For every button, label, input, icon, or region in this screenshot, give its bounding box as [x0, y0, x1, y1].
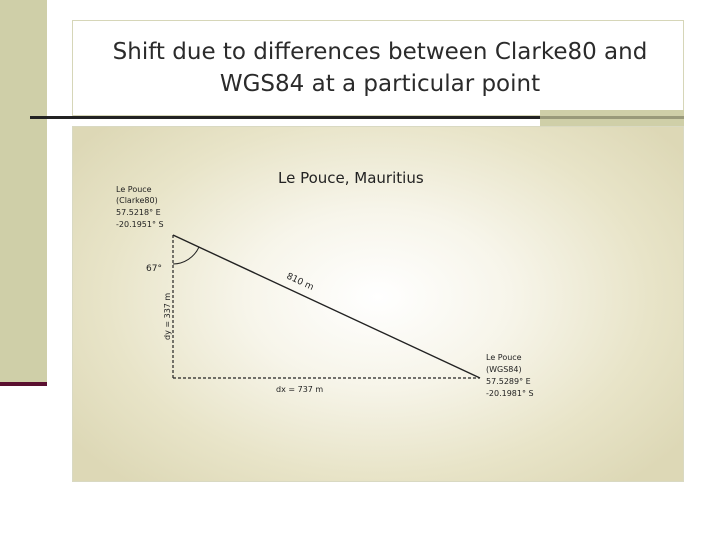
decorative-rule-dark	[30, 116, 540, 119]
angle-label: 67°	[146, 264, 162, 274]
diagram-heading: Le Pouce, Mauritius	[278, 169, 424, 187]
title-frame	[72, 20, 684, 116]
sidebar-accent-bar	[0, 382, 47, 386]
clarke80-name: Le Pouce	[116, 185, 152, 194]
shift-vector-line	[172, 234, 481, 379]
slide-title-line-2: WGS84 at a particular point	[219, 71, 541, 97]
clarke80-datum: (Clarke80)	[116, 196, 158, 205]
decorative-rule-light	[540, 116, 684, 119]
wgs84-datum: (WGS84)	[486, 365, 522, 374]
wgs84-name: Le Pouce	[486, 353, 522, 362]
wgs84-longitude: 57.5289° E	[486, 377, 531, 386]
slide-title: Shift due to differences between Clarke8…	[80, 36, 680, 100]
decorative-sidebar	[0, 0, 47, 383]
clarke80-point-label: Le Pouce (Clarke80) 57.5218° E -20.1951°…	[116, 185, 164, 229]
slide-title-line-1: Shift due to differences between Clarke8…	[112, 39, 648, 65]
angle-arc	[172, 246, 200, 265]
dy-label: dy = 337 m	[163, 293, 172, 340]
dx-label: dx = 737 m	[276, 385, 323, 394]
content-panel	[72, 126, 684, 482]
wgs84-latitude: -20.1981° S	[486, 389, 534, 398]
wgs84-point-label: Le Pouce (WGS84) 57.5289° E -20.1981° S	[486, 353, 534, 398]
clarke80-longitude: 57.5218° E	[116, 208, 161, 217]
clarke80-latitude: -20.1951° S	[116, 220, 164, 229]
